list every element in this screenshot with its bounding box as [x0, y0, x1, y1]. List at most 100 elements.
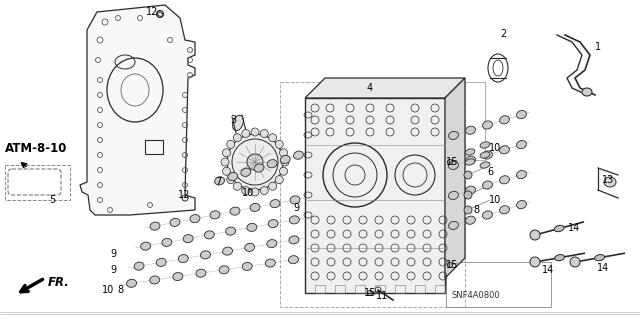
Ellipse shape [294, 151, 303, 159]
Ellipse shape [516, 110, 527, 119]
Text: 4: 4 [367, 83, 373, 93]
Ellipse shape [150, 276, 159, 284]
Polygon shape [80, 5, 195, 215]
Ellipse shape [173, 272, 183, 281]
Text: 15: 15 [446, 260, 458, 270]
Ellipse shape [516, 140, 527, 149]
Ellipse shape [247, 223, 257, 231]
Ellipse shape [214, 177, 225, 185]
Ellipse shape [465, 156, 476, 164]
Circle shape [223, 167, 230, 175]
Ellipse shape [190, 215, 200, 223]
Ellipse shape [289, 216, 300, 224]
Ellipse shape [210, 211, 220, 219]
Ellipse shape [183, 234, 193, 243]
Ellipse shape [204, 231, 214, 239]
Ellipse shape [280, 155, 290, 164]
Circle shape [247, 154, 263, 170]
Ellipse shape [604, 177, 616, 187]
Circle shape [464, 171, 472, 179]
Ellipse shape [156, 258, 166, 266]
Ellipse shape [200, 251, 211, 259]
Ellipse shape [483, 211, 492, 219]
Text: 8: 8 [473, 205, 479, 215]
Ellipse shape [289, 236, 299, 244]
Circle shape [464, 191, 472, 199]
Ellipse shape [554, 225, 564, 232]
Ellipse shape [162, 238, 172, 246]
Ellipse shape [134, 262, 144, 270]
Ellipse shape [500, 116, 509, 124]
Text: 12: 12 [146, 7, 158, 17]
Bar [415, 285, 425, 293]
Ellipse shape [483, 151, 492, 159]
Circle shape [280, 167, 287, 175]
Text: FR.: FR. [48, 277, 70, 290]
Circle shape [227, 140, 235, 148]
Text: 15: 15 [446, 157, 458, 167]
Circle shape [242, 187, 250, 195]
Text: 9: 9 [110, 249, 116, 259]
Text: 10: 10 [242, 188, 254, 198]
Ellipse shape [241, 168, 251, 176]
Text: 9: 9 [293, 203, 299, 213]
Bar [435, 285, 445, 293]
Ellipse shape [267, 240, 276, 248]
Ellipse shape [465, 159, 475, 165]
Text: 10: 10 [489, 143, 501, 153]
Ellipse shape [230, 207, 240, 215]
Circle shape [530, 257, 540, 267]
Circle shape [275, 176, 284, 184]
Text: 14: 14 [568, 223, 580, 233]
Text: 3: 3 [230, 115, 236, 125]
Circle shape [280, 149, 287, 157]
Ellipse shape [254, 164, 264, 172]
Text: SNF4A0800: SNF4A0800 [452, 291, 500, 300]
Ellipse shape [465, 149, 475, 155]
Circle shape [234, 182, 241, 190]
Ellipse shape [244, 243, 255, 251]
Ellipse shape [250, 203, 260, 211]
Ellipse shape [270, 200, 280, 208]
Text: 5: 5 [49, 195, 55, 205]
Ellipse shape [289, 256, 298, 264]
Ellipse shape [449, 131, 458, 139]
Text: 10: 10 [102, 285, 114, 295]
Ellipse shape [223, 247, 232, 255]
Circle shape [269, 182, 276, 190]
Circle shape [251, 188, 259, 196]
Text: ATM-8-10: ATM-8-10 [5, 142, 67, 155]
Ellipse shape [483, 181, 492, 189]
Circle shape [281, 158, 289, 166]
Text: 6: 6 [487, 167, 493, 177]
Ellipse shape [196, 269, 206, 277]
Ellipse shape [480, 162, 490, 168]
Bar [457, 82, 485, 160]
Ellipse shape [268, 160, 277, 168]
Ellipse shape [465, 216, 476, 224]
Ellipse shape [219, 266, 229, 274]
Bar [355, 285, 365, 293]
Text: 15: 15 [364, 288, 376, 298]
Circle shape [227, 134, 283, 190]
Ellipse shape [268, 219, 278, 228]
Ellipse shape [465, 186, 476, 194]
Ellipse shape [595, 255, 605, 261]
Ellipse shape [516, 170, 527, 179]
Ellipse shape [150, 222, 160, 230]
Ellipse shape [242, 263, 252, 271]
Ellipse shape [449, 161, 458, 169]
Bar [395, 285, 405, 293]
Ellipse shape [170, 218, 180, 226]
Circle shape [221, 158, 229, 166]
Circle shape [464, 206, 472, 214]
Ellipse shape [465, 126, 476, 134]
Text: 8: 8 [117, 285, 123, 295]
Ellipse shape [480, 152, 490, 158]
Ellipse shape [483, 121, 492, 129]
Ellipse shape [500, 146, 509, 154]
Circle shape [251, 128, 259, 136]
Ellipse shape [141, 242, 150, 250]
Circle shape [260, 187, 268, 195]
Text: 10: 10 [489, 195, 501, 205]
